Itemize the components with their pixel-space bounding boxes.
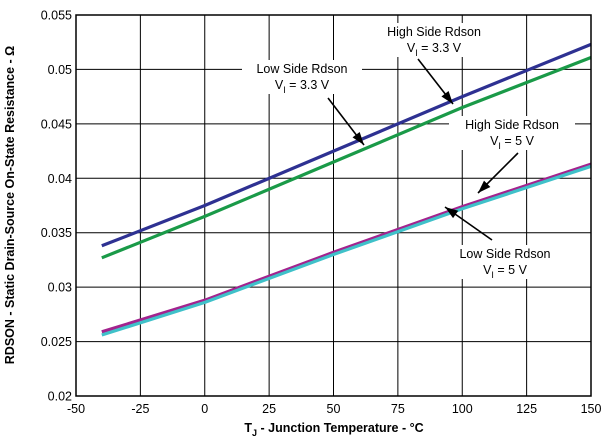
annotation-background	[242, 60, 362, 94]
annotation-arrow	[327, 97, 365, 146]
x-tick-label: -25	[131, 402, 149, 416]
y-tick-label: 0.02	[48, 390, 72, 404]
annotation-high-side-5v: High Side Rdson VI = 5 V	[449, 116, 575, 151]
annotation-background	[444, 245, 566, 279]
annotation-condition: VI = 3.3 V	[275, 78, 330, 95]
x-tick-label: 25	[262, 402, 276, 416]
annotation-low-side-5v: Low Side Rdson VI = 5 V	[444, 245, 566, 280]
y-tick-label: 0.035	[41, 226, 72, 240]
x-tick-label: 75	[391, 402, 405, 416]
x-tick-label: 50	[327, 402, 341, 416]
x-tick-label: 125	[516, 402, 537, 416]
y-tick-label: 0.03	[48, 281, 72, 295]
annotation-background	[449, 116, 575, 150]
x-tick-label: 100	[452, 402, 473, 416]
series-line-high-side-3v3	[101, 42, 592, 248]
annotation-arrow	[444, 206, 493, 241]
series-line-low-side-3v3	[101, 56, 592, 260]
annotation-title: High Side Rdson	[387, 25, 481, 39]
series-lines	[101, 42, 592, 337]
tick-labels: -50 -25 0 25 50 75 100 125 150 0.02 0.025 0.03 0.035…	[41, 9, 602, 417]
annotation-condition: VI = 3.3 V	[407, 41, 462, 58]
plot-frame	[75, 14, 592, 397]
annotation-title: Low Side Rdson	[459, 247, 550, 261]
x-tick-label: 150	[581, 402, 602, 416]
y-tick-label: 0.025	[41, 335, 72, 349]
x-tick-label: 0	[201, 402, 208, 416]
annotation-arrow	[477, 152, 519, 194]
arrow-head	[441, 90, 453, 104]
arrow-head	[352, 131, 364, 145]
annotation-title: High Side Rdson	[465, 118, 559, 132]
annotation-arrow	[417, 58, 454, 105]
annotation-condition: VI = 5 V	[483, 263, 528, 280]
annotation-arrows	[327, 58, 519, 241]
y-tick-label: 0.05	[48, 63, 72, 77]
annotation-background	[369, 23, 499, 57]
annotation-high-side-3v3: High Side Rdson VI = 3.3 V	[369, 23, 499, 58]
annotations: High Side Rdson VI = 3.3 V Low Side Rdson V…	[242, 23, 575, 280]
annotation-low-side-3v3: Low Side Rdson VI = 3.3 V	[242, 60, 362, 95]
y-tick-label: 0.045	[41, 117, 72, 131]
x-tick-label: -50	[67, 402, 85, 416]
series-line-high-side-5v	[101, 162, 592, 334]
x-axis-title: TJ - Junction Temperature - °C	[244, 421, 423, 438]
series-line-low-side-5v	[101, 164, 592, 337]
annotation-condition: VI = 5 V	[490, 134, 535, 151]
y-tick-label: 0.055	[41, 9, 72, 23]
arrow-head	[478, 180, 491, 193]
y-axis-title: RDSON - Static Drain-Source On-State Res…	[3, 46, 17, 364]
annotation-title: Low Side Rdson	[256, 62, 347, 76]
arrow-head	[445, 207, 459, 219]
y-tick-label: 0.04	[48, 172, 72, 186]
